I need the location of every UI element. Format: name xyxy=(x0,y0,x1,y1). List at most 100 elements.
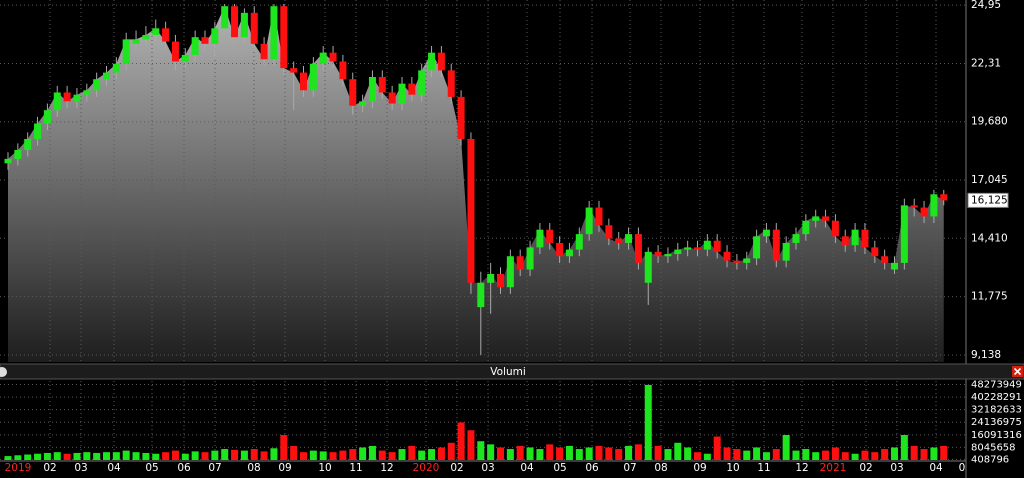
volume-bar xyxy=(595,445,603,460)
candle-body xyxy=(802,220,810,235)
x-tick-label: 08 xyxy=(654,462,667,474)
candle-body xyxy=(319,52,327,64)
candle-body xyxy=(378,77,386,93)
volume-bar xyxy=(664,449,672,460)
x-tick-label: 0 xyxy=(959,462,966,474)
candle-body xyxy=(881,256,889,263)
candle-body xyxy=(24,138,32,151)
candle-body xyxy=(63,92,71,102)
volume-bar xyxy=(181,453,189,460)
candle-body xyxy=(940,194,948,201)
volume-bar xyxy=(339,450,347,460)
x-tick-label: 09 xyxy=(693,462,706,474)
volume-bar xyxy=(526,447,534,460)
volume-bar xyxy=(4,456,12,460)
volume-bar xyxy=(516,445,524,460)
candle-body xyxy=(605,225,613,239)
volume-bar xyxy=(733,449,741,460)
candle-body xyxy=(792,234,800,243)
candle-body xyxy=(103,72,110,80)
volume-bar xyxy=(142,452,150,460)
candle-body xyxy=(122,39,130,64)
volume-bar xyxy=(63,453,71,460)
volume-bar xyxy=(556,447,564,460)
candle-body xyxy=(703,240,711,250)
volume-bar xyxy=(831,447,839,460)
x-tick-label: 11 xyxy=(349,462,362,474)
x-tick-label: 04 xyxy=(929,462,943,474)
volume-bar xyxy=(378,450,386,460)
candle-body xyxy=(309,63,317,91)
candle-body xyxy=(634,234,642,263)
candle-body xyxy=(359,101,367,106)
volume-bar xyxy=(53,452,61,460)
candle-body xyxy=(349,79,357,106)
volume-bar xyxy=(861,450,869,460)
candle-body xyxy=(290,68,298,73)
volume-bar xyxy=(654,445,662,460)
candle-body xyxy=(162,28,170,42)
volume-bar xyxy=(487,444,495,460)
candle-body xyxy=(615,238,623,243)
candle-body xyxy=(565,249,573,257)
volume-bar xyxy=(762,452,770,460)
y-tick-label: 19,680 xyxy=(971,116,1008,128)
candle-body xyxy=(93,79,101,91)
candle-body xyxy=(34,123,42,139)
volume-tick-label: 40228291 xyxy=(971,392,1022,403)
candle-body xyxy=(477,282,485,308)
candle-body xyxy=(851,229,859,246)
volume-bar xyxy=(122,450,130,460)
x-tick-label: 09 xyxy=(278,462,291,474)
volume-bar xyxy=(605,447,613,460)
candle-body xyxy=(329,52,337,62)
x-tick-label: 2019 xyxy=(5,462,32,474)
candle-body xyxy=(408,83,416,95)
volume-bar xyxy=(418,450,426,460)
x-tick-label: 02 xyxy=(450,462,463,474)
volume-bar xyxy=(891,447,898,460)
volume-bar xyxy=(900,434,908,460)
volume-bar xyxy=(270,448,278,460)
volume-bar xyxy=(851,453,859,460)
x-tick-label: 03 xyxy=(890,462,903,474)
volume-bar xyxy=(43,452,51,460)
volume-bar xyxy=(684,447,692,460)
candle-body xyxy=(772,229,780,261)
candle-body xyxy=(53,92,61,111)
volume-bar xyxy=(881,449,889,460)
candle-body xyxy=(841,236,849,246)
volume-tick-label: 32182633 xyxy=(971,405,1022,416)
volume-bar xyxy=(841,452,849,460)
x-tick-label: 05 xyxy=(553,462,566,474)
candle-body xyxy=(4,158,12,164)
panel-icon xyxy=(0,367,7,377)
volume-bar xyxy=(536,449,544,460)
candle-body xyxy=(812,216,820,221)
volume-tick-label: 24136975 xyxy=(971,417,1022,428)
volume-bar xyxy=(329,452,337,460)
candle-body xyxy=(930,194,938,217)
candle-body xyxy=(112,63,120,73)
x-tick-label: 02 xyxy=(859,462,872,474)
volume-bar xyxy=(713,436,721,460)
volume-bar xyxy=(772,449,780,460)
x-tick-label: 02 xyxy=(43,462,56,474)
volume-bar xyxy=(723,447,731,460)
candle-body xyxy=(713,240,721,252)
volume-bar xyxy=(280,434,288,460)
candle-body xyxy=(575,234,583,250)
volume-bar xyxy=(782,434,790,460)
x-tick-label: 03 xyxy=(74,462,87,474)
candle-body xyxy=(270,6,278,60)
candle-body xyxy=(762,229,770,237)
candle-body xyxy=(260,43,268,60)
candle-body xyxy=(142,34,150,40)
volume-bar xyxy=(309,450,317,460)
candle-body xyxy=(910,205,918,208)
candle-body xyxy=(43,110,51,124)
volume-bar xyxy=(930,447,938,460)
volume-bar xyxy=(575,449,583,460)
candle-body xyxy=(556,242,564,257)
